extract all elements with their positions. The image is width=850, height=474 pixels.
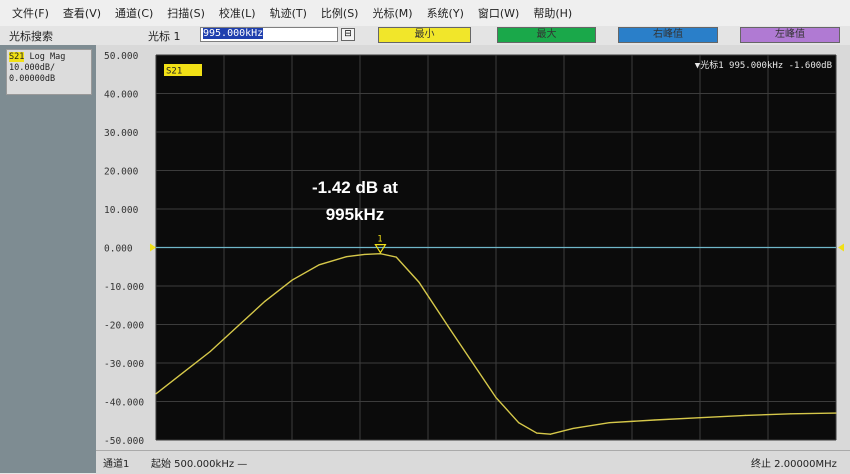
trace-point — [155, 393, 157, 395]
trace-point — [790, 413, 792, 415]
menu-item[interactable]: 文件(F) — [12, 7, 49, 20]
marker-frequency-value: 995.000kHz — [203, 28, 264, 39]
trace-label-tag — [164, 64, 202, 76]
y-tick-label: 20.000 — [104, 167, 139, 178]
menu-bar: 文件(F) 查看(V) 通道(C) 扫描(S) 校准(L) 轨迹(T) 比例(S) 光标(M)… — [0, 0, 850, 27]
trace-point — [518, 422, 520, 424]
marker-triangle-icon[interactable] — [374, 244, 387, 254]
trace-label: S21 — [166, 67, 182, 77]
trace-point — [536, 432, 538, 434]
trace-point — [363, 253, 366, 256]
trace-line — [155, 252, 837, 435]
trace-reference: 0.00000dB — [9, 74, 56, 84]
marker-number: 1 — [377, 235, 382, 245]
marker-selector-label: 光标 1 — [148, 30, 181, 43]
status-bar: 通道1 起始 500.000kHz — 终止 2.00000MHz — [96, 450, 850, 474]
toolbar-title: 光标搜索 — [9, 30, 53, 43]
trace-point — [345, 256, 347, 258]
trace-point — [608, 422, 610, 424]
menu-item[interactable]: 通道(C) — [115, 7, 154, 20]
chart-area: 50.000 40.000 30.000 20.000 10.000 0.000 -10.0… — [96, 45, 850, 473]
trace-point — [699, 417, 701, 419]
menu-item[interactable]: 帮助(H) — [533, 7, 573, 20]
y-tick-label: -20.000 — [104, 321, 144, 332]
trace-point — [264, 300, 266, 302]
marker-search-toolbar: 光标搜索 光标 1 995.000kHz ⊟ 最小 最大 右峰值 左峰值 — [0, 26, 850, 46]
menu-item[interactable]: 系统(Y) — [426, 7, 464, 20]
trace-point — [572, 427, 574, 430]
menu-item[interactable]: 光标(M) — [372, 7, 413, 20]
trace-point — [744, 414, 746, 416]
spin-control-icon[interactable]: ⊟ — [341, 28, 355, 41]
trace-point — [291, 279, 293, 281]
y-tick-label: 30.000 — [104, 128, 139, 139]
trace-point — [835, 412, 837, 414]
status-stop-frequency: 终止 2.00000MHz — [751, 459, 837, 470]
menu-item[interactable]: 校准(L) — [218, 7, 256, 20]
marker-frequency-input[interactable]: 995.000kHz — [200, 27, 338, 42]
y-tick-label: 50.000 — [104, 51, 139, 62]
trace-format: Log Mag — [29, 52, 66, 62]
reference-right-arrow-icon — [838, 243, 844, 252]
peak-left-button[interactable]: 左峰值 — [740, 27, 840, 43]
trace-point — [237, 325, 239, 328]
trace-point — [549, 433, 551, 435]
trace-point — [182, 372, 184, 374]
annotation-line2: 995kHz — [325, 205, 385, 224]
trace-point — [654, 419, 656, 421]
y-tick-label: 10.000 — [104, 205, 139, 216]
y-tick-label: 40.000 — [104, 90, 139, 101]
trace-scale: 10.000dB/ — [9, 63, 56, 73]
trace-side-panel: S21 Log Mag 10.000dB/ 0.00000dB — [0, 45, 96, 473]
search-max-button[interactable]: 最大 — [497, 27, 596, 43]
trace-info-box[interactable]: S21 Log Mag 10.000dB/ 0.00000dB — [6, 49, 92, 95]
marker-readout: ▼光标1 995.000kHz -1.600dB — [695, 59, 832, 71]
trace-point — [209, 350, 211, 353]
trace-point — [418, 281, 420, 283]
annotation-line1: -1.42 dB at — [312, 178, 398, 197]
status-channel: 通道1 — [103, 459, 130, 470]
y-tick-label: -30.000 — [104, 359, 144, 370]
status-start-frequency: 起始 500.000kHz — — [151, 459, 248, 470]
y-tick-label: -40.000 — [104, 398, 144, 409]
search-min-button[interactable]: 最小 — [378, 27, 471, 43]
y-tick-label: 0.000 — [104, 244, 133, 255]
trace-tag: S21 — [9, 52, 25, 62]
y-tick-label: -50.000 — [104, 436, 144, 447]
trace-point — [495, 397, 497, 399]
menu-item[interactable]: 窗口(W) — [477, 7, 520, 20]
menu-item[interactable]: 轨迹(T) — [269, 7, 307, 20]
trace-point — [318, 264, 320, 266]
menu-item[interactable]: 查看(V) — [62, 7, 102, 20]
trace-point — [395, 256, 397, 258]
reference-left-arrow-icon — [150, 243, 156, 252]
y-tick-label: -10.000 — [104, 282, 144, 293]
peak-right-button[interactable]: 右峰值 — [618, 27, 718, 43]
trace-point — [450, 329, 452, 331]
menu-item[interactable]: 比例(S) — [320, 7, 359, 20]
menu-item[interactable]: 扫描(S) — [167, 7, 205, 20]
trace-chart[interactable]: 50.000 40.000 30.000 20.000 10.000 0.000 -10.0… — [96, 45, 850, 450]
